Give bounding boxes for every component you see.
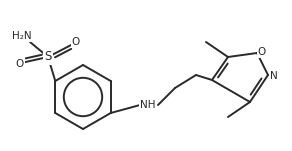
Text: NH: NH bbox=[140, 100, 156, 110]
Text: O: O bbox=[258, 47, 266, 57]
Text: N: N bbox=[270, 71, 278, 81]
Text: H₂N: H₂N bbox=[12, 31, 32, 41]
Text: S: S bbox=[44, 50, 52, 64]
Text: O: O bbox=[72, 37, 80, 47]
Text: O: O bbox=[16, 59, 24, 69]
